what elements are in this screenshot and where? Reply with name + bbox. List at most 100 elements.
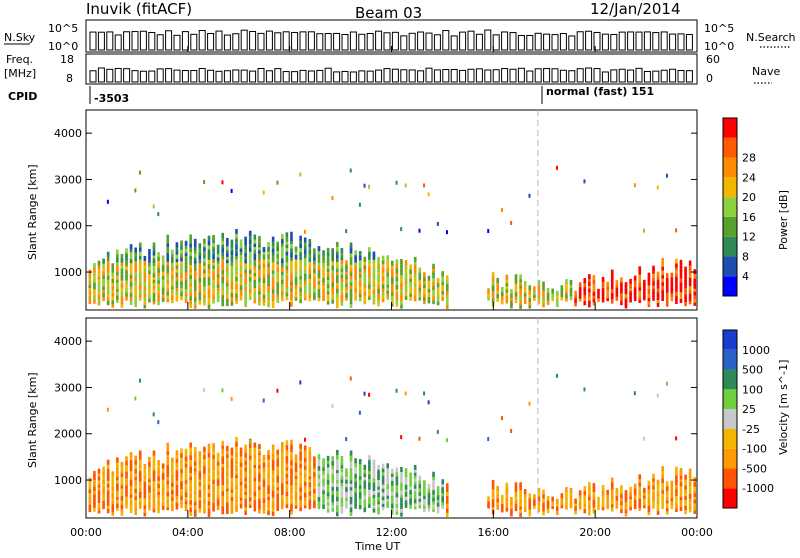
power-cell	[189, 246, 192, 252]
velocity-cell	[299, 380, 302, 385]
velocity-cell	[372, 503, 376, 509]
power-cell	[565, 293, 568, 299]
power-cell	[368, 184, 371, 189]
velocity-cell	[171, 502, 174, 508]
power-cell	[340, 273, 344, 279]
velocity-colorbar-label: Velocity [m s^-1]	[777, 360, 790, 455]
velocity-cell	[303, 445, 307, 451]
power-cell	[390, 301, 394, 307]
velocity-cell	[189, 495, 192, 501]
power-cell	[175, 267, 179, 273]
velocity-cell	[239, 495, 243, 501]
power-cell	[148, 248, 151, 254]
velocity-cell	[317, 487, 321, 493]
power-cell	[372, 274, 376, 280]
power-cell	[239, 284, 243, 290]
velocity-cell	[152, 504, 156, 510]
freq-bar	[618, 68, 626, 83]
velocity-cell	[363, 490, 367, 496]
velocity-cell	[336, 488, 339, 494]
power-cell	[615, 283, 619, 289]
power-cell	[643, 282, 646, 288]
power-cell	[285, 232, 289, 238]
power-cell	[308, 273, 312, 279]
power-cell	[313, 287, 316, 293]
velocity-cell	[207, 460, 211, 466]
power-cell	[510, 221, 513, 226]
nsky-bar	[543, 33, 551, 51]
velocity-cell	[340, 508, 344, 514]
nsky-bar	[240, 29, 248, 51]
velocity-cell	[340, 474, 344, 480]
power-cell	[134, 256, 137, 262]
velocity-cell	[175, 468, 179, 474]
velocity-cell	[345, 486, 348, 492]
power-cell	[235, 276, 238, 282]
velocity-cell	[317, 500, 321, 506]
velocity-cell	[271, 503, 275, 509]
power-cell	[290, 290, 293, 296]
power-cell	[143, 303, 147, 309]
power-cell	[331, 273, 335, 279]
velocity-cell	[629, 501, 632, 507]
power-cell	[148, 266, 151, 272]
velocity-cell	[157, 508, 160, 514]
power-cell	[267, 297, 270, 303]
power-cell	[331, 281, 335, 287]
power-cell	[157, 267, 160, 273]
velocity-cell	[138, 378, 141, 383]
velocity-cell	[491, 484, 495, 490]
velocity-cell	[317, 473, 321, 479]
power-cell	[281, 258, 284, 264]
power-cell	[207, 288, 211, 294]
power-cell	[248, 242, 252, 248]
velocity-cell	[354, 458, 357, 464]
power-cell	[349, 286, 353, 292]
velocity-cell	[413, 473, 417, 479]
velocity-cell	[317, 457, 321, 463]
velocity-cell	[303, 476, 307, 482]
velocity-cell	[212, 490, 215, 496]
power-cell	[313, 259, 316, 265]
power-cell	[514, 291, 518, 297]
nsky-label: N.Sky	[4, 31, 36, 44]
power-cell	[400, 295, 403, 301]
velocity-cell	[322, 462, 325, 468]
freq-bar	[324, 67, 332, 83]
velocity-cell	[404, 479, 408, 485]
velocity-cell	[400, 496, 403, 502]
power-cell	[166, 256, 170, 262]
velocity-cell	[519, 494, 522, 500]
velocity-cell	[404, 391, 407, 396]
velocity-cell	[684, 509, 687, 515]
velocity-cell	[157, 500, 160, 506]
nsky-bar	[391, 31, 399, 51]
power-cell	[161, 260, 165, 266]
power-cell	[693, 277, 697, 283]
velocity-cell	[244, 510, 247, 516]
power-cell	[290, 247, 293, 253]
power-cell	[161, 286, 165, 292]
power-cell	[161, 282, 165, 288]
power-cell	[496, 277, 499, 283]
velocity-cell	[157, 463, 160, 469]
velocity-cell	[303, 457, 307, 463]
power-cell	[267, 283, 270, 289]
velocity-cell	[551, 504, 554, 510]
power-cell	[432, 273, 435, 279]
power-cell	[445, 230, 448, 235]
velocity-cell	[244, 498, 247, 504]
power-cell	[253, 298, 257, 304]
velocity-cell	[267, 472, 270, 478]
velocity-cell	[565, 494, 568, 500]
velocity-cell	[336, 478, 339, 484]
power-cell	[244, 285, 247, 291]
power-cell	[345, 260, 348, 266]
velocity-cell	[281, 442, 284, 448]
velocity-cell	[198, 488, 202, 494]
velocity-cell	[129, 508, 133, 514]
velocity-cell	[102, 489, 105, 495]
power-cell	[592, 300, 596, 306]
power-cell	[656, 297, 660, 303]
power-cell	[203, 238, 206, 244]
